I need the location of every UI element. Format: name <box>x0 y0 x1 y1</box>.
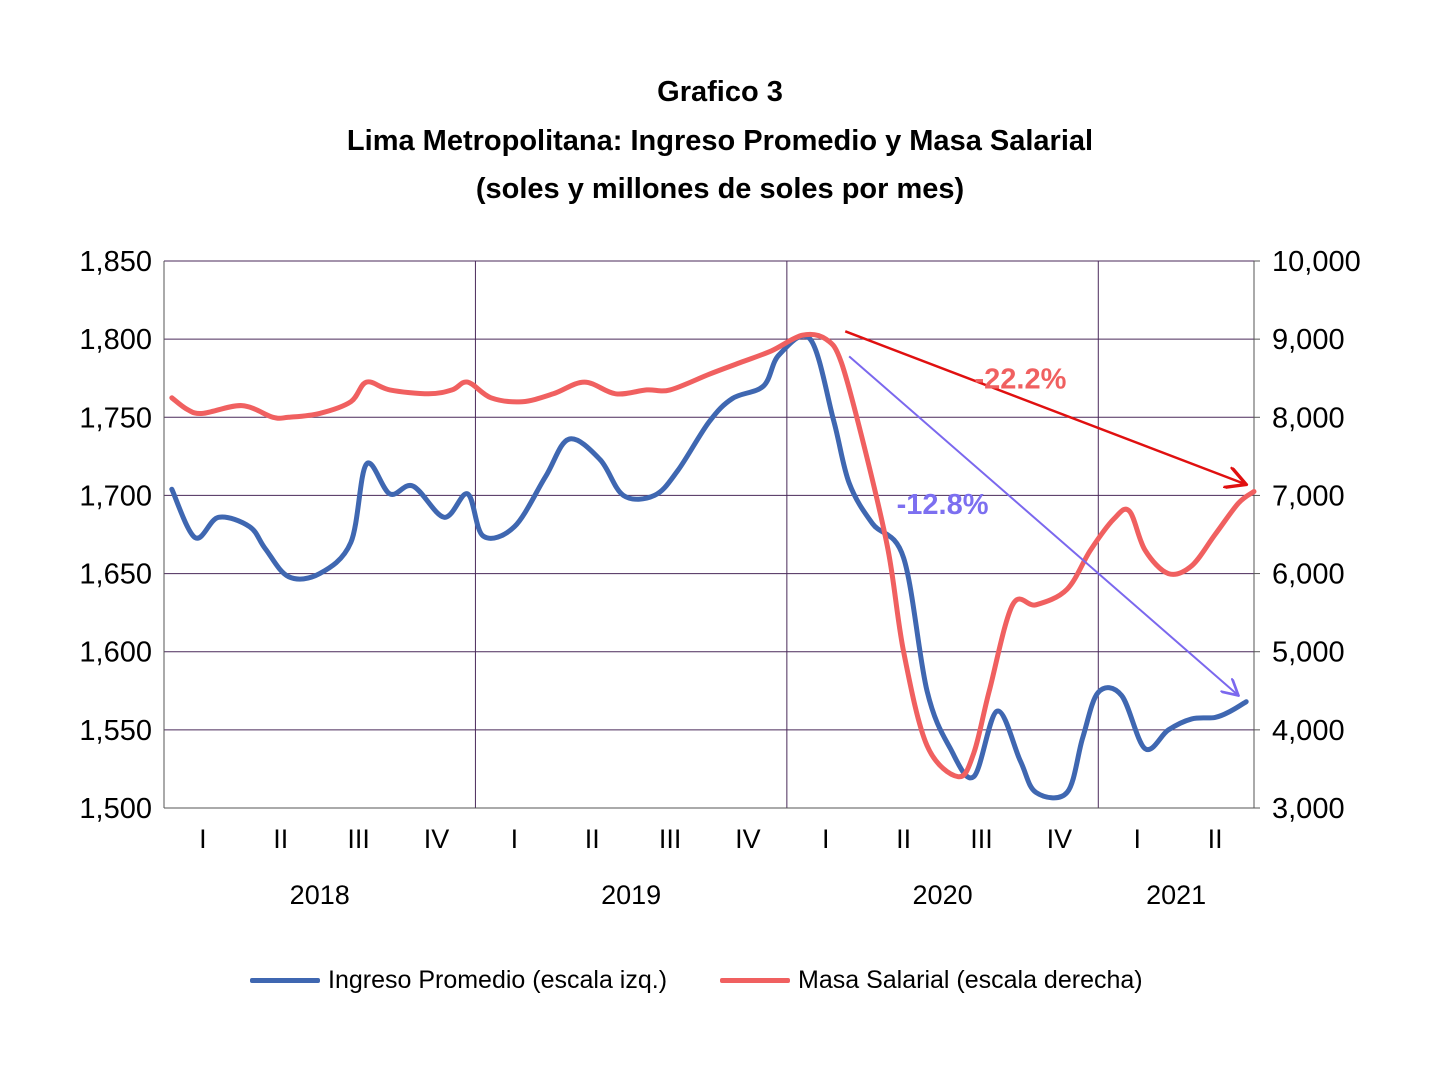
y-right-tick-label: 8,000 <box>1272 402 1345 434</box>
x-year-label: 2021 <box>1146 880 1206 910</box>
chart-subtitle: Lima Metropolitana: Ingreso Promedio y M… <box>346 125 1094 157</box>
x-quarter-label: II <box>585 824 600 854</box>
x-quarter-label: I <box>199 824 207 854</box>
y-right-tick-label: 6,000 <box>1272 559 1345 591</box>
y-left-tick-label: 1,800 <box>79 324 152 356</box>
x-quarter-label: I <box>1133 824 1141 854</box>
annotation-label-22-2: -22.2% <box>974 363 1066 395</box>
x-quarter-label: II <box>1208 824 1223 854</box>
x-quarter-label: IV <box>735 824 761 854</box>
arrow-masa-salarial <box>844 330 1246 484</box>
y-left-tick-label: 1,650 <box>79 559 152 591</box>
x-quarter-label: IV <box>1047 824 1073 854</box>
legend-swatch-ingreso <box>250 977 320 983</box>
y-right-tick-label: 10,000 <box>1272 246 1361 278</box>
y-left-tick-label: 1,700 <box>79 480 152 512</box>
y-right-tick-label: 7,000 <box>1272 480 1345 512</box>
legend-item-ingreso: Ingreso Promedio (escala izq.) <box>250 958 667 1002</box>
x-year-label: 2018 <box>290 880 350 910</box>
y-right-tick-label: 5,000 <box>1272 637 1345 669</box>
x-quarter-label: II <box>896 824 911 854</box>
y-right-tick-label: 4,000 <box>1272 715 1345 747</box>
legend-item-masa: Masa Salarial (escala derecha) <box>720 958 1143 1002</box>
x-quarter-label: I <box>511 824 519 854</box>
y-left-tick-label: 1,750 <box>79 402 152 434</box>
arrow-ingreso-promedio <box>848 355 1238 695</box>
x-quarter-label: I <box>822 824 830 854</box>
x-quarter-label: III <box>659 824 682 854</box>
series-ingreso-promedio <box>169 333 1249 801</box>
annotation-label-12-8: -12.8% <box>897 489 989 521</box>
y-right-tick-label: 9,000 <box>1272 324 1345 356</box>
legend-label-masa: Masa Salarial (escala derecha) <box>798 965 1143 994</box>
series-masa-salarial <box>169 331 1257 780</box>
x-year-label: 2020 <box>913 880 973 910</box>
y-left-tick-label: 1,550 <box>79 715 152 747</box>
x-quarter-label: III <box>970 824 993 854</box>
x-year-label: 2019 <box>601 880 661 910</box>
y-right-tick-label: 3,000 <box>1272 793 1345 825</box>
chart-units-subtitle: (soles y millones de soles por mes) <box>475 173 965 205</box>
y-left-tick-label: 1,600 <box>79 637 152 669</box>
x-quarter-label: IV <box>424 824 450 854</box>
x-quarter-label: III <box>347 824 370 854</box>
chart-legend: Ingreso Promedio (escala izq.) Masa Sala… <box>0 958 1440 1002</box>
legend-swatch-masa <box>720 977 790 983</box>
y-left-tick-label: 1,850 <box>79 246 152 278</box>
x-quarter-label: II <box>273 824 288 854</box>
chart-title: Grafico 3 <box>657 76 783 108</box>
y-left-tick-label: 1,500 <box>79 793 152 825</box>
legend-label-ingreso: Ingreso Promedio (escala izq.) <box>328 965 668 994</box>
